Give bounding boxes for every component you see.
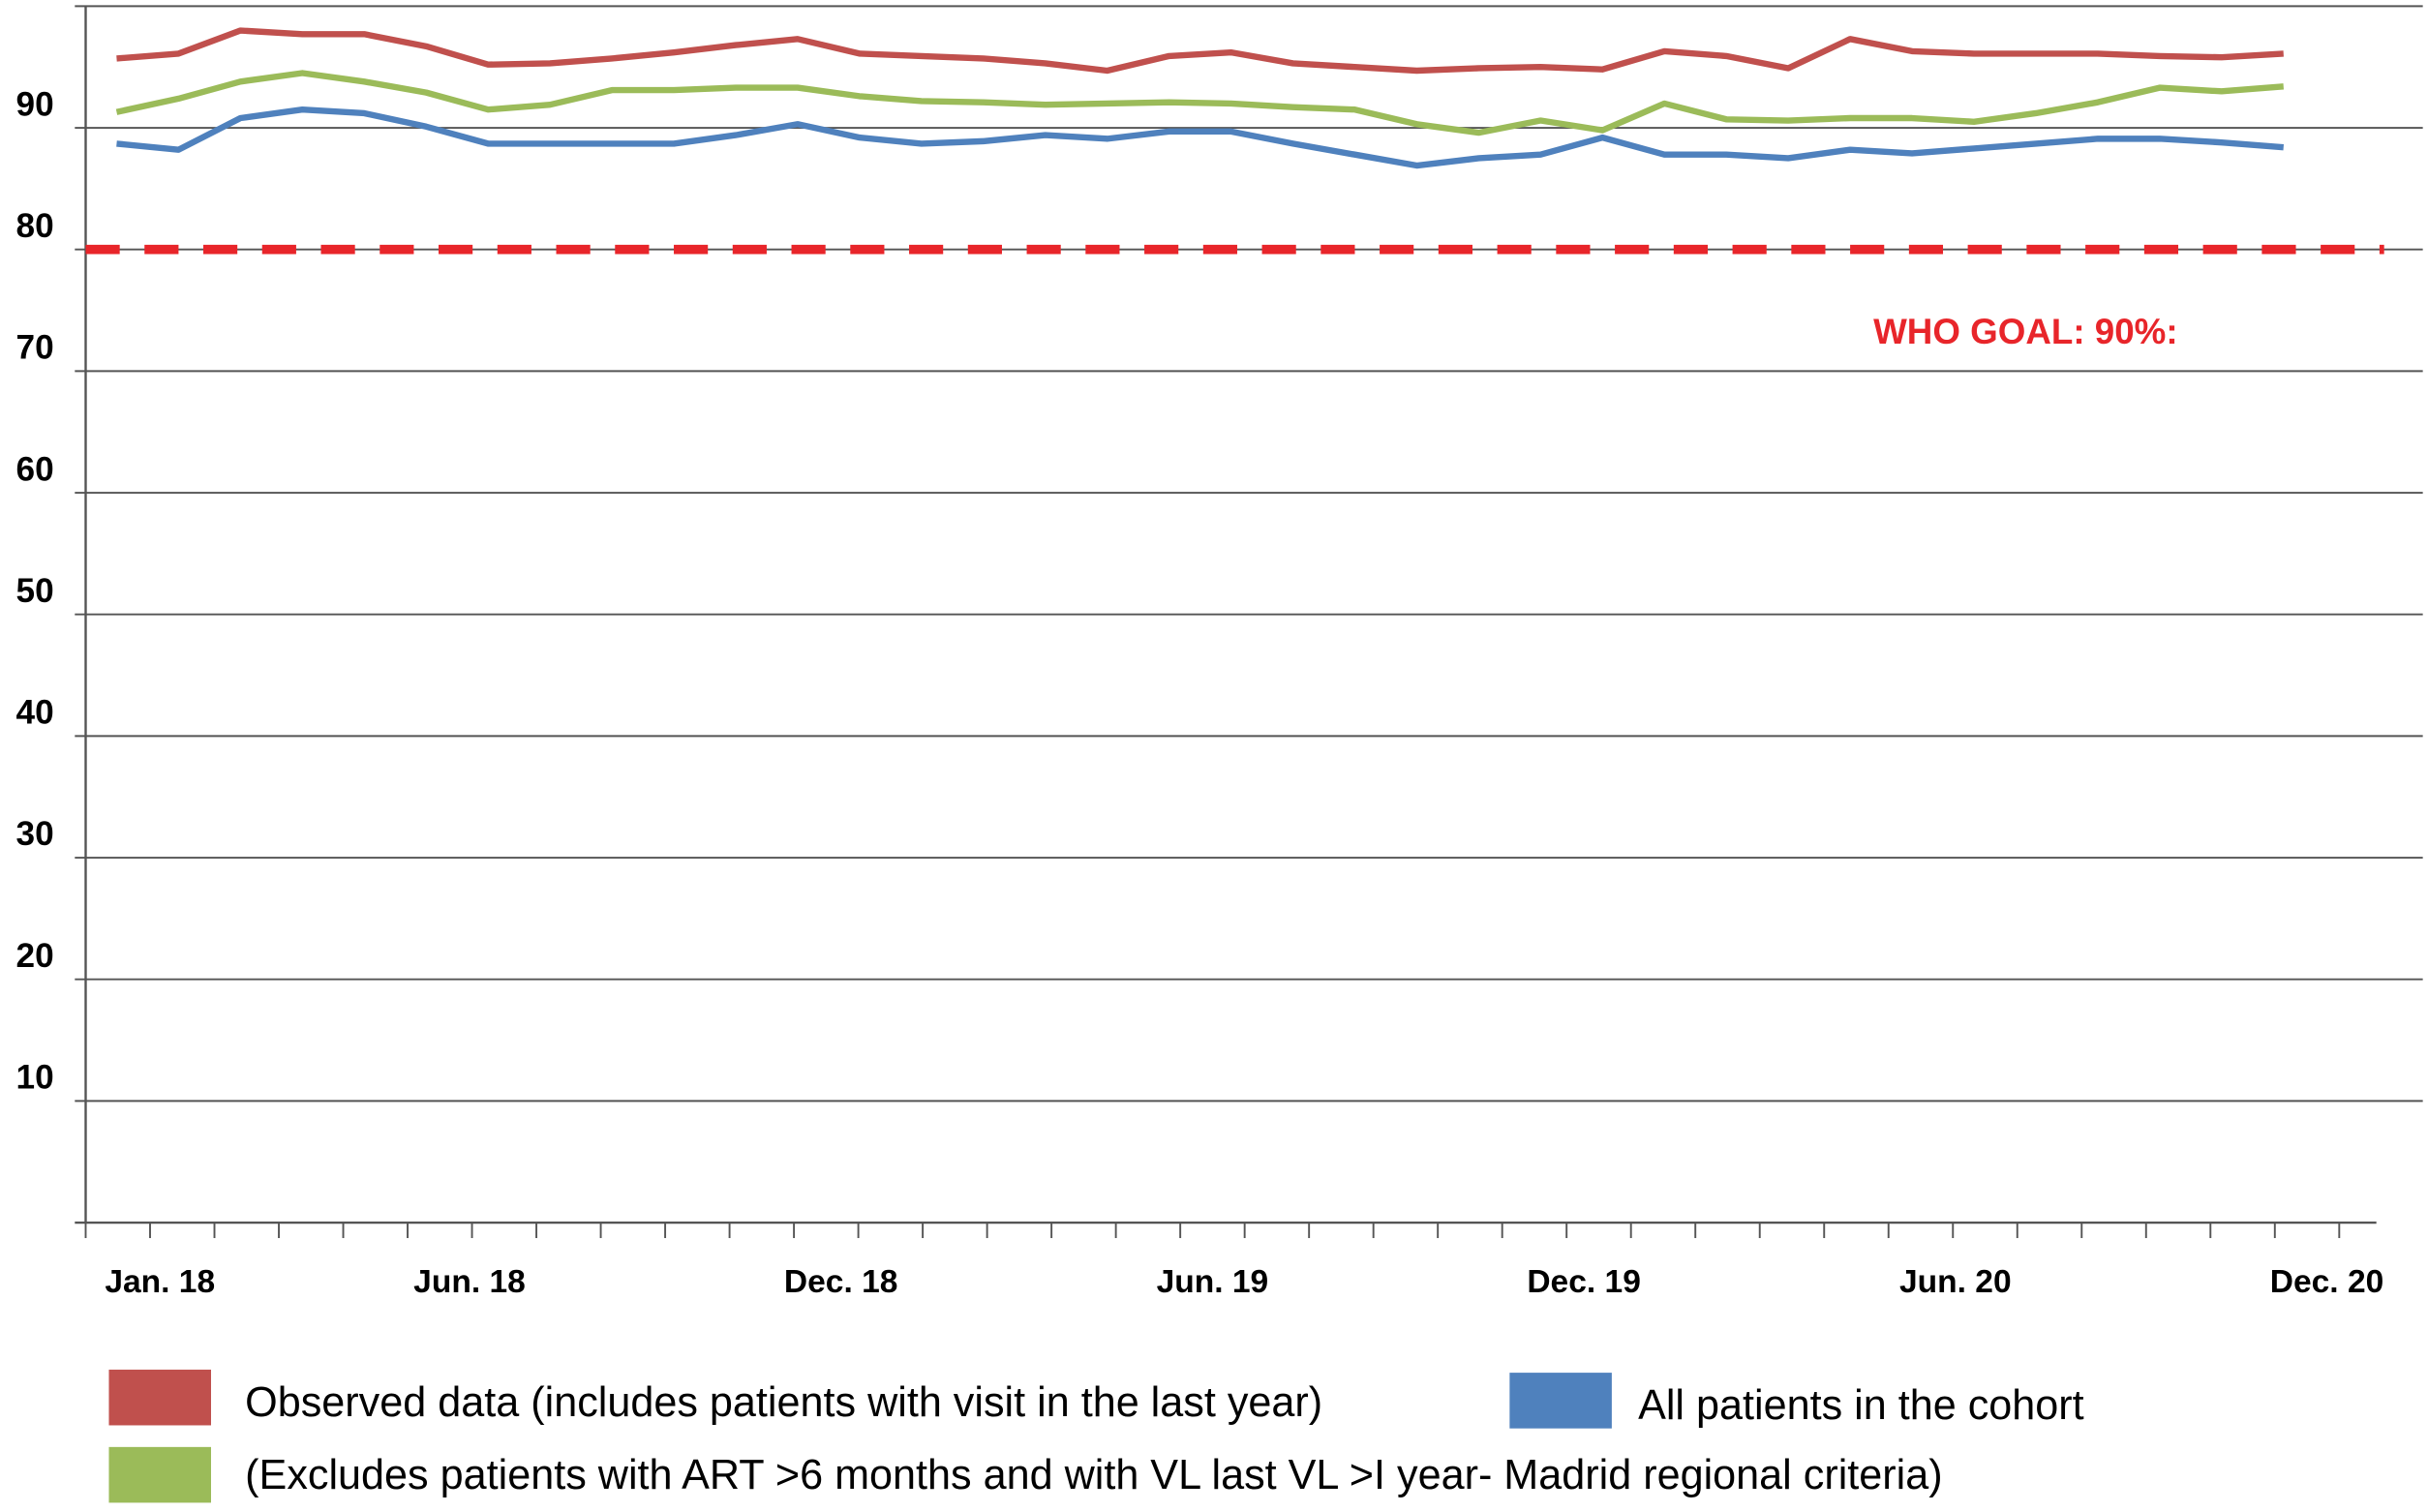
legend-swatch: [108, 1369, 211, 1426]
y-tick-label: 70: [16, 329, 54, 367]
legend-label: All patients in the cohort: [1638, 1382, 2084, 1429]
y-tick-label: 30: [16, 815, 54, 853]
legend-swatch: [108, 1446, 211, 1503]
series-line: [116, 106, 2285, 169]
x-tick-label: Dec. 19: [1527, 1264, 1641, 1300]
goal-label: WHO GOAL: 90%:: [1873, 312, 2178, 351]
y-tick-label: 50: [16, 572, 54, 610]
legend-label: (Excludes patients with ART >6 months an…: [245, 1452, 1942, 1498]
y-tick-label: 100: [16, 0, 74, 2]
series-line: [115, 70, 2285, 136]
y-tick-label: 90: [16, 85, 54, 123]
series-line: [116, 27, 2284, 75]
x-tick-label: Jun. 18: [413, 1264, 526, 1300]
y-tick-label: 10: [16, 1059, 54, 1097]
legend-label: Observed data (includes patients with vi…: [245, 1379, 1322, 1426]
x-tick-label: Jun. 19: [1157, 1264, 1269, 1300]
y-tick-label: 80: [16, 207, 54, 245]
x-tick-label: Jan. 18: [105, 1264, 215, 1300]
y-tick-label: 60: [16, 450, 54, 488]
y-tick-label: 40: [16, 694, 54, 732]
x-tick-label: Dec. 18: [784, 1264, 898, 1300]
legend-swatch: [1509, 1373, 1612, 1429]
x-tick-label: Dec. 20: [2270, 1264, 2384, 1300]
y-tick-label: 20: [16, 937, 54, 975]
x-tick-label: Jun. 20: [1899, 1264, 2012, 1300]
